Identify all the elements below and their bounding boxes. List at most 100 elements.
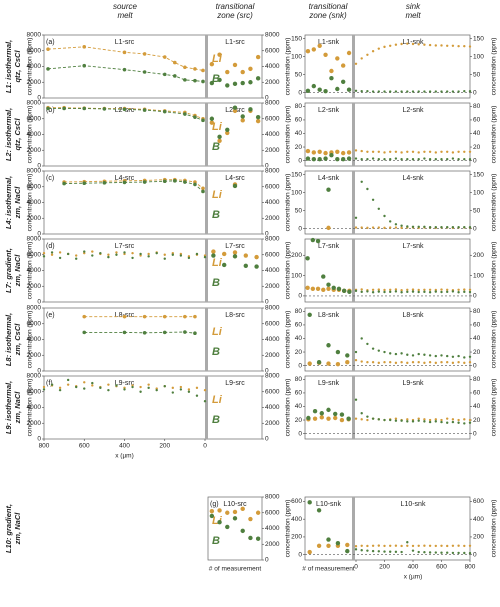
data-point (371, 549, 375, 553)
data-point (423, 90, 426, 93)
data-point (400, 352, 403, 355)
data-point (440, 360, 443, 364)
data-point (201, 118, 205, 123)
data-point (75, 385, 78, 389)
transition-point (312, 409, 318, 414)
panel-label: (g) (210, 501, 219, 508)
data-point (446, 354, 449, 358)
data-point (468, 290, 472, 294)
y-tick-label: 6000 (27, 388, 42, 395)
data-point (440, 158, 443, 161)
data-point (457, 158, 460, 161)
panel-title: L10-snk (316, 501, 341, 508)
data-point (446, 44, 449, 47)
data-point (428, 418, 432, 422)
data-point (451, 551, 455, 555)
panel-title: L9-src (225, 380, 245, 387)
transition-point (321, 274, 326, 279)
data-point (162, 330, 167, 335)
panel-title: L1-snk (402, 39, 424, 46)
data-point (155, 251, 158, 255)
y-tick-label: 100 (291, 53, 302, 60)
x-tick-label: 400 (119, 443, 130, 450)
data-point (440, 290, 443, 294)
data-point (457, 544, 460, 547)
series-label: Li (212, 257, 223, 269)
transition-point (345, 359, 350, 365)
data-point (122, 107, 127, 112)
data-point (394, 226, 398, 229)
transition-point (232, 183, 238, 189)
series-label: B (212, 346, 220, 358)
y-tick-label: 2000 (27, 420, 42, 427)
transition-point (315, 286, 321, 291)
data-point (354, 398, 358, 401)
panel-title: L9-snk (318, 380, 340, 387)
data-point (451, 361, 455, 365)
y-tick-label: 80 (473, 103, 481, 110)
data-point (147, 252, 150, 256)
y-tick-label: 6000 (27, 251, 42, 258)
data-point (179, 254, 183, 257)
panel-title: L1-snk (318, 39, 340, 46)
transition-point (217, 134, 222, 140)
y-axis-title: concentration (ppm) (285, 106, 292, 164)
data-point (406, 541, 409, 544)
data-point (451, 44, 455, 47)
data-point (451, 151, 455, 154)
panel-title: L8-src (225, 312, 245, 319)
series-label: B (212, 209, 220, 221)
panel-title: L10-snk (401, 501, 426, 508)
data-point (123, 251, 126, 254)
data-point (457, 150, 460, 153)
data-point (46, 67, 50, 71)
transition-point (248, 516, 253, 522)
transition-point (326, 286, 331, 291)
data-point (371, 288, 375, 292)
data-point (406, 418, 409, 421)
y-tick-label: 20 (295, 144, 303, 151)
data-point (451, 225, 455, 229)
data-point (463, 422, 466, 425)
data-point (406, 150, 409, 153)
data-point (400, 360, 403, 364)
y-tick-label: 40 (295, 130, 303, 137)
transition-point (316, 359, 322, 365)
transition-point (248, 80, 253, 85)
data-point (394, 550, 398, 554)
data-point (377, 361, 380, 365)
transition-point (340, 79, 346, 85)
y-tick-label: 8000 (265, 100, 280, 107)
panel-label: (d) (46, 243, 55, 250)
data-point (446, 417, 449, 420)
data-point (131, 385, 134, 389)
row-label: zm, CsCl (13, 323, 22, 357)
data-point (383, 214, 386, 218)
data-point (115, 384, 118, 387)
data-point (428, 291, 432, 294)
data-point (147, 255, 150, 258)
data-point (122, 180, 127, 185)
transition-point (232, 105, 238, 110)
data-point (440, 551, 443, 554)
transition-point (326, 416, 331, 421)
panel-title: L1-src (115, 39, 135, 46)
transition-point (255, 536, 261, 541)
data-point (389, 544, 392, 548)
y-tick-label: 20 (473, 349, 481, 356)
data-point (195, 252, 199, 256)
data-point (411, 225, 415, 228)
y-tick-label: 400 (291, 516, 302, 523)
data-point (417, 544, 420, 548)
data-point (434, 418, 437, 421)
data-point (400, 224, 403, 227)
data-point (457, 418, 460, 422)
x-tick-label: 800 (39, 443, 50, 450)
data-point (82, 45, 87, 49)
x-tick-label: 200 (159, 443, 170, 450)
data-point (371, 417, 375, 420)
series-line (48, 108, 204, 121)
transition-point (305, 285, 310, 290)
y-axis-title: concentration (ppm) (491, 379, 498, 437)
y-tick-label: 2000 (27, 147, 42, 154)
